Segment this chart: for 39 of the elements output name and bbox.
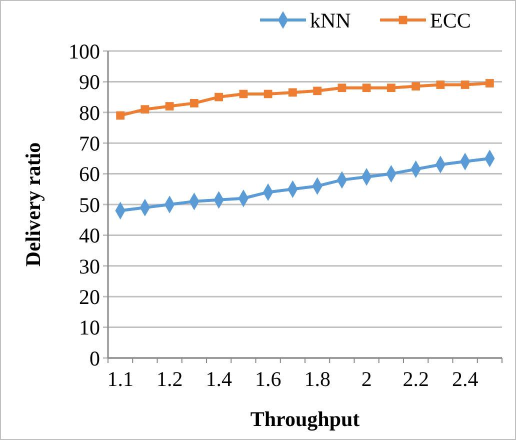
point bbox=[239, 90, 248, 98]
point bbox=[288, 88, 297, 97]
y-axis-title: Delivery ratio bbox=[21, 142, 45, 267]
y-tick-label: 90 bbox=[79, 70, 100, 94]
y-tick-label: 10 bbox=[79, 316, 100, 340]
y-tick-label: 50 bbox=[79, 192, 100, 217]
y-tick-label: 70 bbox=[79, 131, 100, 156]
point bbox=[362, 84, 371, 92]
x-tick-label: 1.4 bbox=[206, 367, 232, 391]
x-tick-label: 1.1 bbox=[107, 367, 134, 391]
x-tick-label: 2.2 bbox=[402, 367, 429, 391]
point bbox=[436, 80, 445, 89]
point bbox=[214, 92, 223, 102]
y-tick-label: 40 bbox=[79, 224, 100, 248]
point bbox=[190, 99, 198, 108]
legend-label: kNN bbox=[310, 8, 351, 32]
point bbox=[412, 82, 420, 90]
point bbox=[387, 84, 396, 92]
point bbox=[116, 111, 124, 120]
y-tick-label: 60 bbox=[79, 162, 100, 186]
point bbox=[338, 84, 346, 92]
point bbox=[264, 90, 272, 98]
y-tick-label: 0 bbox=[90, 346, 100, 370]
y-tick-label: 100 bbox=[68, 39, 100, 64]
x-tick-label: 1.8 bbox=[304, 367, 330, 391]
x-tick-label: 1.2 bbox=[156, 367, 183, 391]
point bbox=[165, 102, 174, 110]
y-tick-label: 20 bbox=[79, 284, 100, 309]
point bbox=[140, 105, 150, 114]
x-tick-label: 1.6 bbox=[254, 367, 282, 391]
point bbox=[460, 80, 470, 89]
y-tick-label: 30 bbox=[79, 254, 100, 278]
point bbox=[486, 79, 494, 88]
x-tick-label: 2.4 bbox=[452, 367, 479, 391]
x-tick-label: 2 bbox=[361, 367, 372, 391]
y-tick-label: 80 bbox=[79, 100, 100, 125]
point bbox=[313, 86, 322, 96]
legend-label: ECC bbox=[430, 8, 471, 32]
x-axis-title: Throughput bbox=[250, 407, 360, 431]
